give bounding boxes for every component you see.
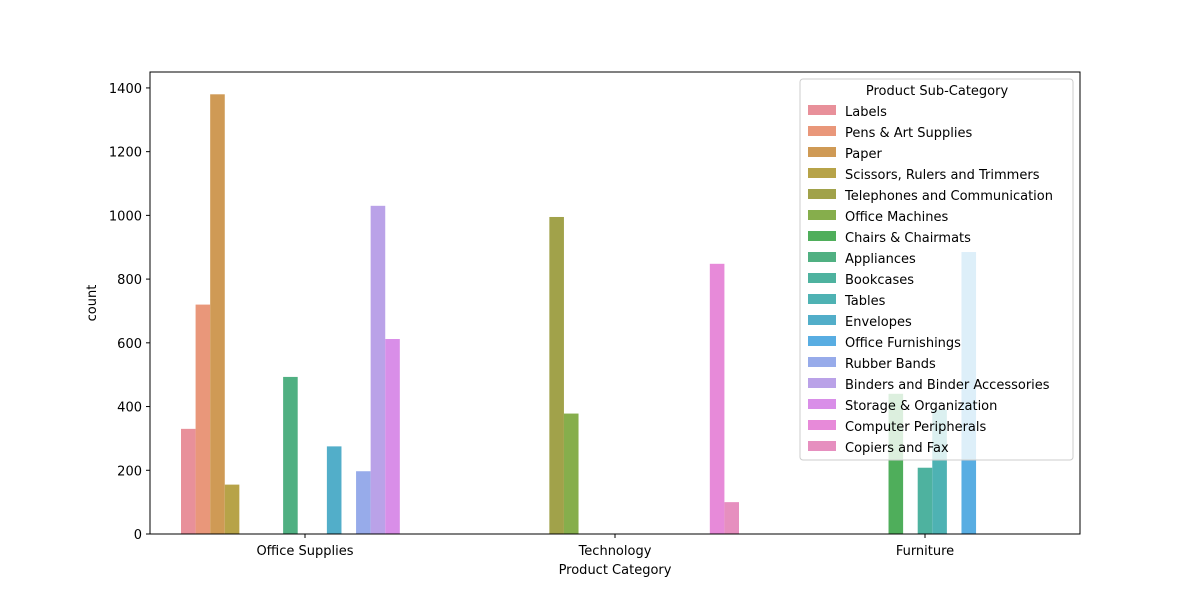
legend-swatch <box>808 105 836 115</box>
bar <box>385 339 400 534</box>
legend-label: Envelopes <box>845 315 912 330</box>
bar <box>356 471 371 534</box>
bar <box>181 428 196 534</box>
legend-swatch <box>808 336 836 346</box>
legend-swatch <box>808 378 836 388</box>
legend-entries: Labels Pens & Art Supplies Paper Scissors, … <box>808 105 1053 456</box>
bar <box>709 263 725 534</box>
legend-swatch <box>808 168 836 178</box>
legend-label: Tables <box>844 294 886 309</box>
legend-swatch <box>808 189 836 199</box>
legend-swatch <box>808 420 836 430</box>
bar <box>195 304 211 534</box>
legend-label: Rubber Bands <box>845 357 936 372</box>
legend-label: Pens & Art Supplies <box>845 126 972 141</box>
x-tick-label: Office Supplies <box>256 544 353 559</box>
bar <box>210 94 225 534</box>
y-axis-title: count <box>85 285 100 322</box>
y-tick-label: 200 <box>117 464 142 479</box>
legend-swatch <box>808 273 836 283</box>
x-axis-title: Product Category <box>559 563 672 578</box>
legend-swatch <box>808 294 836 304</box>
legend-label: Binders and Binder Accessories <box>845 378 1050 393</box>
legend-swatch <box>808 399 836 409</box>
y-tick-label: 600 <box>117 337 142 352</box>
y-tick-label: 1200 <box>109 146 142 161</box>
bar <box>224 484 240 534</box>
bar <box>563 413 579 534</box>
bar <box>724 502 739 534</box>
bar <box>326 446 342 534</box>
bar <box>370 205 386 535</box>
legend-label: Labels <box>845 105 887 120</box>
legend-label: Computer Peripherals <box>845 420 987 435</box>
x-axis-ticks: Office Supplies Technology Furniture <box>256 534 954 559</box>
legend-swatch <box>808 441 836 451</box>
legend-label: Bookcases <box>845 273 914 288</box>
y-tick-label: 0 <box>134 528 142 543</box>
bar <box>283 376 298 534</box>
y-tick-label: 1400 <box>109 82 142 97</box>
y-axis-ticks: 0 200 400 600 800 1000 1200 1400 <box>109 82 150 543</box>
legend-label: Telephones and Communication <box>844 189 1053 204</box>
y-tick-label: 400 <box>117 401 142 416</box>
legend-label: Storage & Organization <box>845 399 997 414</box>
plot-frame <box>149 71 1081 535</box>
legend-label: Copiers and Fax <box>845 441 949 456</box>
legend-swatch <box>808 315 836 325</box>
legend-label: Office Furnishings <box>845 336 961 351</box>
legend-label: Chairs & Chairmats <box>845 231 971 246</box>
legend-label: Office Machines <box>845 210 948 225</box>
x-tick-label: Furniture <box>896 544 954 559</box>
y-tick-label: 800 <box>117 273 142 288</box>
legend-label: Appliances <box>845 252 916 267</box>
legend-label: Paper <box>845 147 882 162</box>
legend-title: Product Sub-Category <box>866 84 1009 99</box>
bar <box>917 467 933 534</box>
legend-swatch <box>808 126 836 136</box>
bar <box>549 216 564 534</box>
legend-swatch <box>808 147 836 157</box>
x-tick-label: Technology <box>578 544 652 559</box>
y-tick-label: 1000 <box>109 209 142 224</box>
legend-swatch <box>808 252 836 262</box>
legend-swatch <box>808 231 836 241</box>
legend-box <box>799 78 1074 461</box>
legend-swatch <box>808 210 836 220</box>
bars-layer <box>181 94 977 535</box>
legend-label: Scissors, Rulers and Trimmers <box>845 168 1040 183</box>
legend-swatch <box>808 357 836 367</box>
legend: Product Sub-Category Labels Pens & Art Su… <box>799 78 1074 461</box>
